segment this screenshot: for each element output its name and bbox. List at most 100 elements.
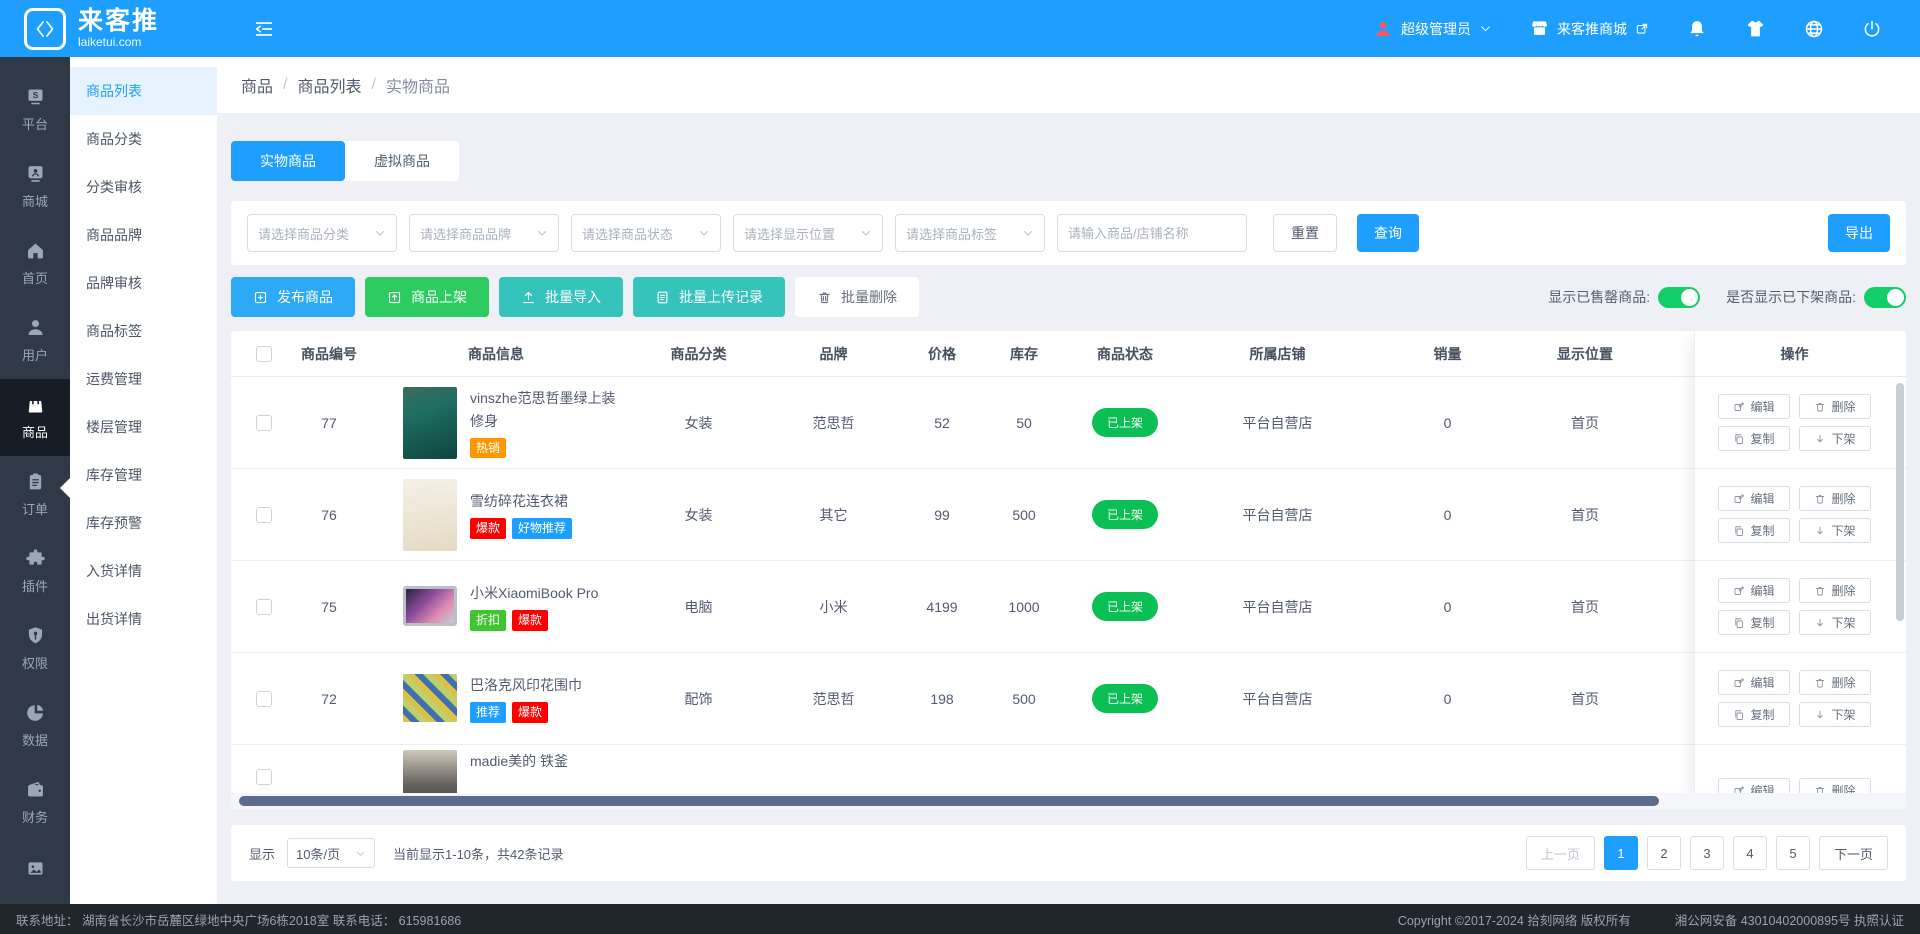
submenu-item-product-list[interactable]: 商品列表 <box>70 67 217 115</box>
submenu-item-floor[interactable]: 楼层管理 <box>86 419 142 435</box>
product-stock: 50 <box>1016 414 1032 431</box>
horizontal-scrollbar[interactable] <box>239 796 1659 806</box>
product-sales: 0 <box>1443 506 1452 523</box>
submenu-item-brand-review[interactable]: 品牌审核 <box>86 275 142 291</box>
submenu-item-inbound[interactable]: 入货详情 <box>86 563 142 579</box>
prev-page-button[interactable]: 上一页 <box>1525 836 1595 870</box>
page-button-4[interactable]: 4 <box>1732 836 1767 870</box>
product-name: 巴洛克风印花围巾 <box>470 677 582 694</box>
breadcrumb-item[interactable]: 商品 <box>241 79 274 96</box>
export-button[interactable]: 导出 <box>1828 214 1890 252</box>
page-button-3[interactable]: 3 <box>1689 836 1724 870</box>
rail-item-permissions[interactable]: 权限 <box>0 610 70 687</box>
submenu-item-category-review[interactable]: 分类审核 <box>86 179 142 195</box>
rail-item-users[interactable]: 用户 <box>0 302 70 379</box>
edit-button[interactable]: 编辑 <box>1718 670 1790 695</box>
copy-button[interactable]: 复制 <box>1718 426 1790 451</box>
edit-button[interactable]: 编辑 <box>1718 578 1790 603</box>
delete-button[interactable]: 删除 <box>1799 578 1871 603</box>
submenu-item-product-brand[interactable]: 商品品牌 <box>86 227 142 243</box>
offshelf-button[interactable]: 下架 <box>1799 426 1871 451</box>
column-header: 销量 <box>1433 345 1462 362</box>
publish-product-button[interactable]: 发布商品 <box>231 277 355 317</box>
offshelf-button[interactable]: 下架 <box>1799 610 1871 635</box>
tshirt-icon[interactable] <box>1745 18 1766 39</box>
rail-item-plugins[interactable]: 插件 <box>0 533 70 610</box>
query-button[interactable]: 查询 <box>1357 214 1419 252</box>
submenu-item-product-tags[interactable]: 商品标签 <box>86 323 142 339</box>
mall-link[interactable]: 来客推商城 <box>1530 19 1649 39</box>
rail-item-products[interactable]: 商品 <box>0 379 70 456</box>
offshelf-button[interactable]: 下架 <box>1799 702 1871 727</box>
delete-button[interactable]: 删除 <box>1799 670 1871 695</box>
submenu-item-inventory[interactable]: 库存管理 <box>86 467 142 483</box>
globe-icon[interactable] <box>1804 19 1824 39</box>
svg-text:S: S <box>32 90 38 100</box>
product-price: 4199 <box>926 598 958 615</box>
submenu-item-product-category[interactable]: 商品分类 <box>86 131 142 147</box>
user-menu[interactable]: 超级管理员 <box>1373 19 1492 39</box>
notifications-bell-icon[interactable] <box>1687 19 1707 39</box>
rail-item-platform[interactable]: S 平台 <box>0 71 70 148</box>
onshelf-button[interactable]: 商品上架 <box>365 277 489 317</box>
position-select[interactable]: 请选择显示位置 <box>733 214 883 252</box>
offshelf-button[interactable]: 下架 <box>1799 518 1871 543</box>
category-select[interactable]: 请选择商品分类 <box>247 214 397 252</box>
row-checkbox[interactable] <box>256 690 272 707</box>
vertical-scrollbar[interactable] <box>1896 383 1904 621</box>
column-header: 商品分类 <box>670 345 727 362</box>
rail-item-home[interactable]: 首页 <box>0 225 70 302</box>
product-tag: 热销 <box>470 437 507 459</box>
trash-icon <box>1816 494 1825 503</box>
collapse-menu-icon[interactable] <box>253 18 275 40</box>
tag-select[interactable]: 请选择商品标签 <box>895 214 1045 252</box>
rail-item-data[interactable]: 数据 <box>0 687 70 764</box>
logo[interactable]: 来客推 laiketui.com <box>0 7 217 50</box>
page-size-select[interactable]: 10条/页 <box>287 838 376 868</box>
tab-physical-products[interactable]: 实物商品 <box>231 141 345 181</box>
reset-button[interactable]: 重置 <box>1273 214 1337 252</box>
status-select[interactable]: 请选择商品状态 <box>571 214 721 252</box>
page-button-5[interactable]: 5 <box>1775 836 1810 870</box>
copy-button[interactable]: 复制 <box>1718 610 1790 635</box>
batch-import-button[interactable]: 批量导入 <box>499 277 623 317</box>
row-checkbox[interactable] <box>256 598 272 615</box>
sidebar-collapse-arrow[interactable] <box>60 478 70 498</box>
row-checkbox[interactable] <box>256 769 272 785</box>
product-image[interactable] <box>403 478 457 551</box>
batch-delete-button[interactable]: 批量删除 <box>795 277 919 317</box>
brand-select[interactable]: 请选择商品品牌 <box>409 214 559 252</box>
delete-button[interactable]: 删除 <box>1799 486 1871 511</box>
select-all-checkbox[interactable] <box>256 345 272 362</box>
offshelf-toggle[interactable] <box>1864 286 1906 308</box>
soldout-toggle[interactable] <box>1658 286 1701 308</box>
delete-button[interactable]: 删除 <box>1799 394 1871 419</box>
column-header: 所属店铺 <box>1249 345 1306 362</box>
submenu-item-outbound[interactable]: 出货详情 <box>86 611 142 627</box>
row-checkbox[interactable] <box>256 506 272 523</box>
rail-item-finance[interactable]: 财务 <box>0 764 70 841</box>
table-row: 72 巴洛克风印花围巾 推荐 爆款 配饰 范思哲 198 <box>231 653 1906 745</box>
copy-button[interactable]: 复制 <box>1718 702 1790 727</box>
rail-item-orders[interactable]: 订单 <box>0 456 70 533</box>
search-input[interactable] <box>1057 214 1247 252</box>
rail-item-mall[interactable]: 商城 <box>0 148 70 225</box>
footer-beian-link[interactable]: 湘公网安备 43010402000895号 执照认证 <box>1674 913 1904 928</box>
submenu-item-stock-warning[interactable]: 库存预警 <box>86 515 142 531</box>
rail-item-media[interactable] <box>0 858 70 904</box>
tab-virtual-products[interactable]: 虚拟商品 <box>374 153 430 169</box>
power-icon[interactable] <box>1862 19 1882 39</box>
page-button-2[interactable]: 2 <box>1646 836 1681 870</box>
batch-upload-log-button[interactable]: 批量上传记录 <box>633 277 785 317</box>
product-image[interactable] <box>403 386 457 459</box>
edit-button[interactable]: 编辑 <box>1718 486 1790 511</box>
copy-button[interactable]: 复制 <box>1718 518 1790 543</box>
edit-button[interactable]: 编辑 <box>1718 394 1790 419</box>
breadcrumb-item[interactable]: 商品列表 <box>297 79 362 96</box>
product-image[interactable] <box>403 674 457 723</box>
row-checkbox[interactable] <box>256 414 272 431</box>
product-image[interactable] <box>403 586 457 627</box>
page-button-1[interactable]: 1 <box>1603 836 1638 870</box>
next-page-button[interactable]: 下一页 <box>1818 836 1888 870</box>
submenu-item-freight[interactable]: 运费管理 <box>86 371 142 387</box>
